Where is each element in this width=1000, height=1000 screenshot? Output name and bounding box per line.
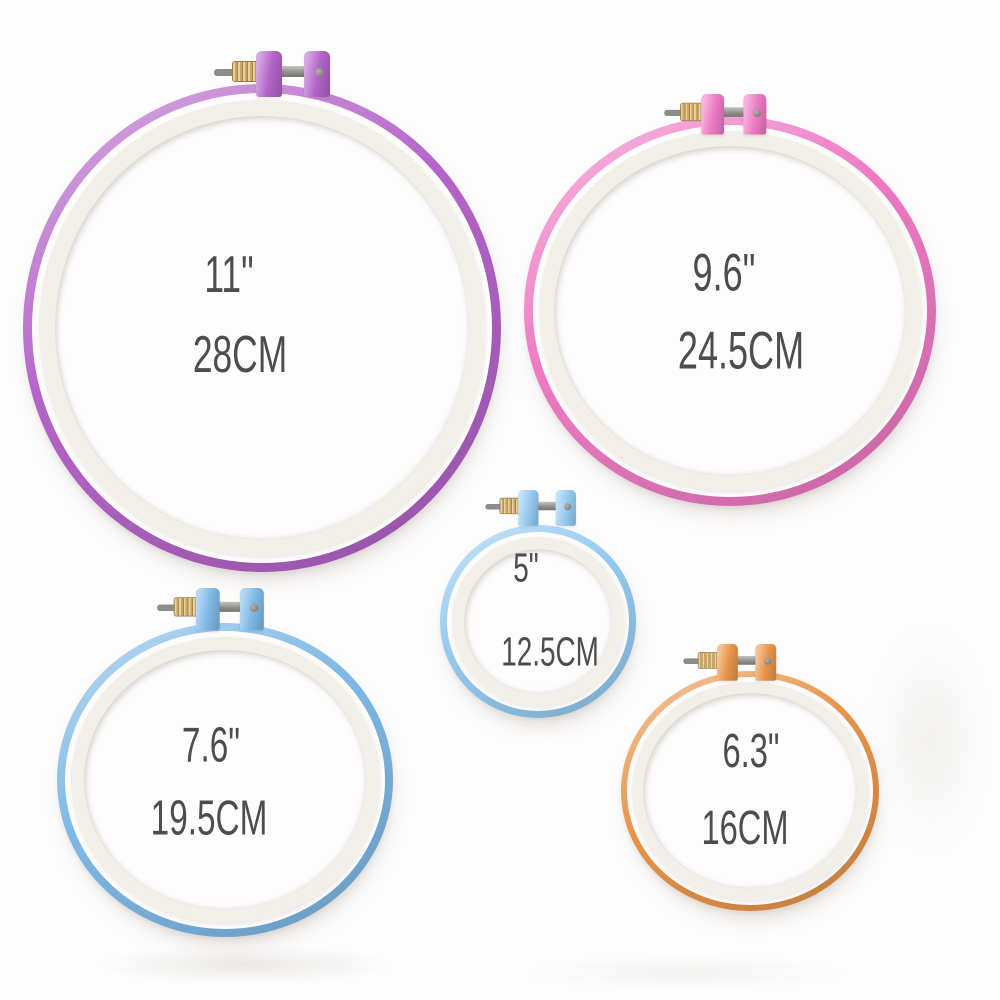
soft-shadow (520, 955, 850, 991)
screw-head-icon (564, 503, 572, 511)
hoop-inner-ring (632, 682, 868, 900)
clamp-tab-left (518, 490, 539, 526)
size-label-cm: 16CM (701, 802, 789, 855)
screw-tip-icon (664, 109, 684, 116)
hoop-clamp (683, 644, 779, 684)
screw-head-icon (250, 603, 259, 612)
screw-tip-icon (157, 604, 178, 611)
screw-tip-icon (214, 69, 236, 76)
size-label-inches: 11" (204, 246, 254, 304)
screw-tip-icon (485, 504, 503, 510)
size-label-cm: 19.5CM (150, 791, 268, 846)
size-label-cm: 24.5CM (677, 321, 805, 381)
size-label-inches: 9.6" (692, 243, 756, 303)
size-label-cm: 12.5CM (501, 628, 599, 675)
hoop-pink-9-6in: 9.6" 24.5CM (524, 94, 936, 506)
hoop-clamp (485, 490, 579, 529)
soft-shadow (865, 620, 995, 860)
size-label-inches: 5" (513, 544, 539, 591)
screw-tip-icon (683, 658, 701, 664)
hoop-clamp (157, 588, 268, 634)
size-label-inches: 7.6" (181, 718, 241, 773)
soft-shadow (95, 945, 395, 985)
hoop-blue-7-6in: 7.6" 19.5CM (57, 588, 393, 937)
clamp-tab-left (717, 644, 738, 681)
hoop-lightblue-5in: 5" 12.5CM (440, 490, 636, 718)
screw-head-icon (315, 68, 324, 77)
hoop-clamp (214, 51, 334, 101)
size-label-inches: 6.3" (722, 725, 780, 778)
brass-nut-icon (232, 61, 259, 82)
clamp-tab-left (701, 94, 725, 135)
clamp-tab-left (195, 588, 220, 631)
hoop-purple-11in: 11" 28CM (23, 51, 501, 572)
screw-head-icon (753, 108, 762, 117)
hoop-inner-ring (539, 131, 921, 491)
screw-head-icon (764, 657, 772, 665)
hoop-inner-ring (71, 637, 379, 923)
size-label-cm: 28CM (192, 326, 288, 384)
clamp-tab-left (256, 51, 282, 97)
hoop-orange-6-3in: 6.3" 16CM (621, 644, 879, 911)
hoop-clamp (664, 94, 770, 138)
